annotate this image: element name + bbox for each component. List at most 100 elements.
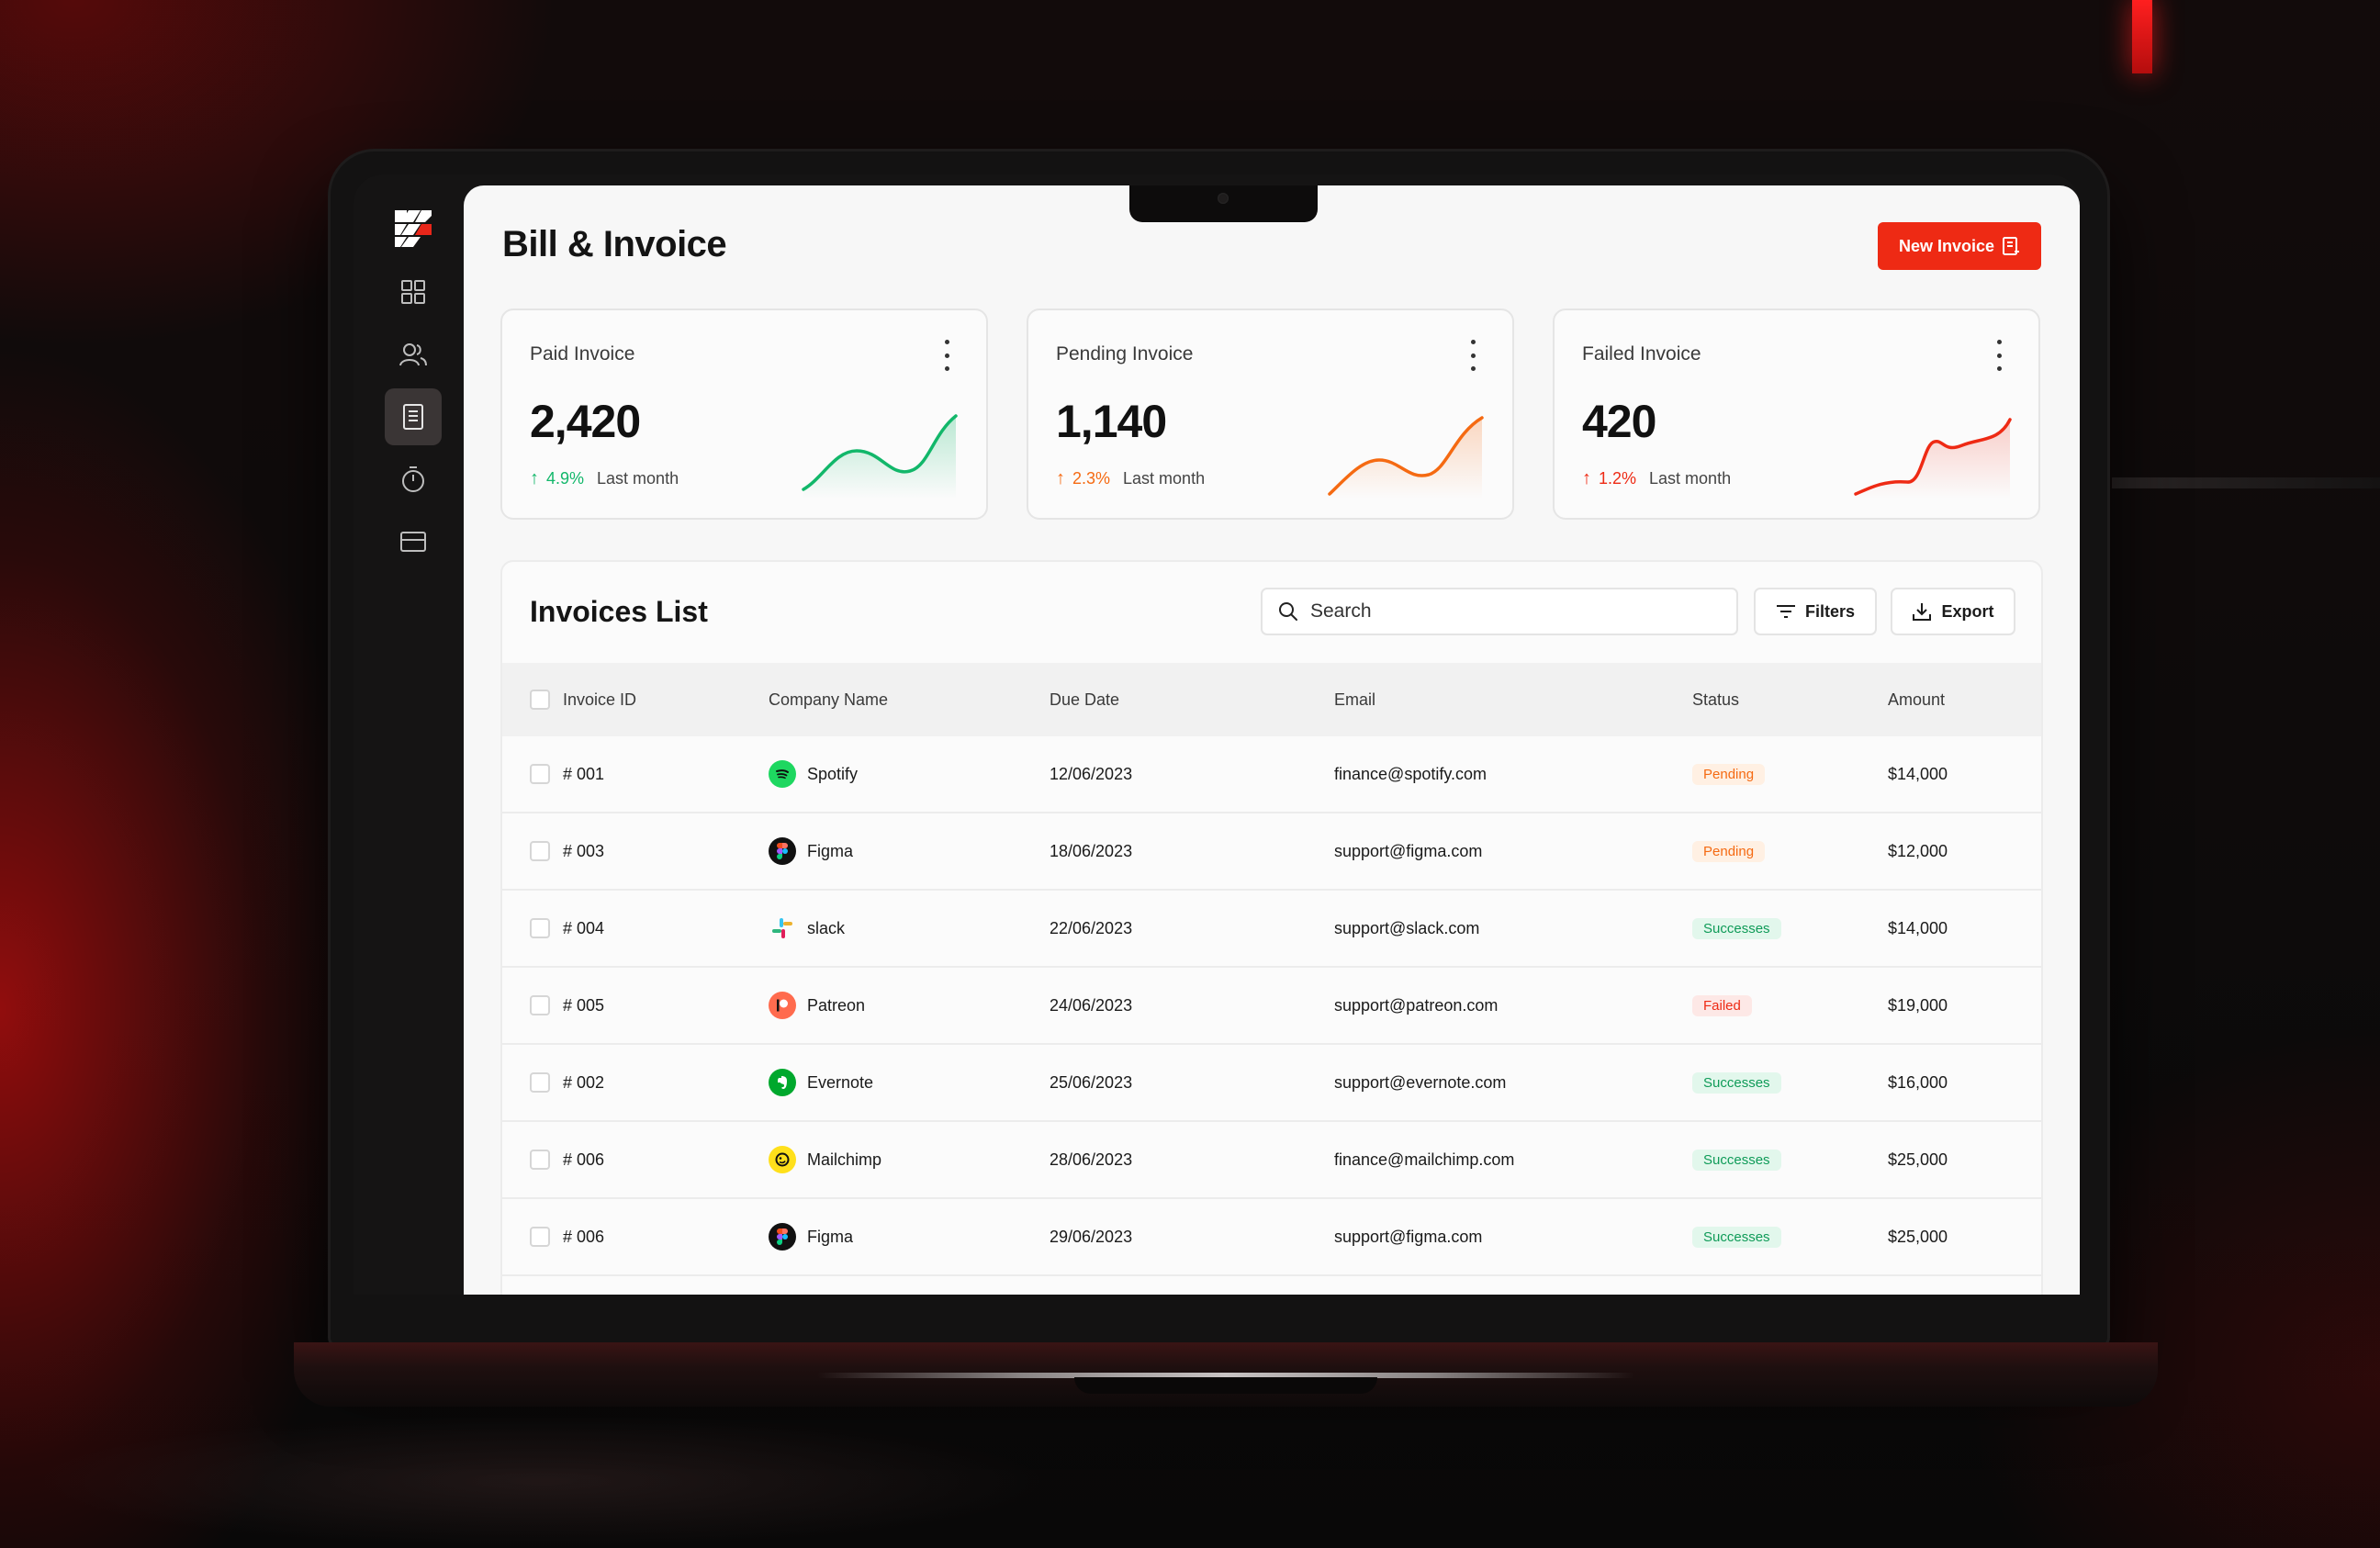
laptop-base-notch — [1074, 1377, 1377, 1394]
more-options-icon[interactable] — [942, 340, 951, 371]
status-cell: Successes — [1692, 1122, 1781, 1197]
column-header-company[interactable]: Company Name — [769, 690, 889, 709]
row-checkbox[interactable] — [530, 995, 550, 1015]
row-select-cell — [530, 1045, 550, 1120]
trend-percent: 1.2% — [1599, 469, 1637, 488]
stat-trend: ↑ 4.9% Last month — [530, 468, 679, 489]
email: support@slack.com — [1334, 918, 1480, 937]
export-button[interactable]: Export — [1891, 588, 2015, 635]
row-checkbox[interactable] — [530, 1227, 550, 1247]
email: support@figma.com — [1334, 1227, 1483, 1246]
amount: $25,000 — [1888, 1150, 1948, 1169]
more-options-icon[interactable] — [1994, 340, 2004, 371]
search-box[interactable] — [1261, 588, 1738, 635]
page-title: Bill & Invoice — [502, 224, 727, 264]
company-logo-icon — [769, 837, 796, 865]
email: support@figma.com — [1334, 841, 1483, 860]
company-name: Patreon — [807, 995, 866, 1015]
failed-sparkline — [1854, 418, 2012, 499]
floor-reflection — [37, 1414, 1047, 1548]
pending-invoice-card: Pending Invoice 1,140 ↑ 2.3% Last month — [1027, 308, 1514, 520]
due-date: 12/06/2023 — [1050, 764, 1133, 783]
table-row[interactable]: # 006 Figma 29/06/2023 support@figma.com Suc… — [502, 1199, 2041, 1276]
laptop-base-highlight — [817, 1373, 1634, 1378]
email: finance@spotify.com — [1334, 764, 1488, 783]
stat-label: Failed Invoice — [1582, 343, 1701, 365]
company-name: Figma — [807, 1227, 854, 1246]
trend-percent: 4.9% — [546, 469, 585, 488]
table-row[interactable]: # 006 Mailchimp 28/06/2023 finance@mailchim… — [502, 1122, 2041, 1199]
new-invoice-button[interactable]: New Invoice — [1878, 222, 2041, 270]
row-checkbox[interactable] — [530, 918, 550, 938]
row-checkbox[interactable] — [530, 1072, 550, 1093]
table-row[interactable]: # 003 Figma 18/06/2023 support@figma.com Pen… — [502, 813, 2041, 891]
stat-label: Paid Invoice — [530, 343, 635, 365]
paid-sparkline — [802, 414, 958, 499]
row-checkbox[interactable] — [530, 841, 550, 861]
status-cell: Successes — [1692, 891, 1781, 966]
invoice-add-icon — [2003, 237, 2020, 255]
company-logo-icon — [769, 1146, 796, 1173]
stat-trend: ↑ 1.2% Last month — [1582, 468, 1731, 489]
grid-icon — [401, 280, 425, 304]
laptop-screen: Bill & Invoice New Invoice Paid Invoice … — [354, 174, 2080, 1295]
row-checkbox[interactable] — [530, 1150, 550, 1170]
column-header-amount[interactable]: Amount — [1888, 690, 1946, 709]
sidebar-item-dashboard[interactable] — [385, 264, 442, 320]
main-content: Bill & Invoice New Invoice Paid Invoice … — [464, 185, 2080, 1295]
row-checkbox[interactable] — [530, 764, 550, 784]
sidebar-item-users[interactable] — [385, 326, 442, 383]
stat-value: 2,420 — [530, 396, 641, 447]
column-header-email[interactable]: Email — [1334, 690, 1376, 709]
status-cell: Successes — [1692, 1045, 1781, 1120]
sidebar — [354, 174, 464, 1295]
email: finance@mailchimp.com — [1334, 1150, 1515, 1169]
due-date: 24/06/2023 — [1050, 995, 1133, 1015]
company-name: Figma — [807, 841, 854, 860]
search-input[interactable] — [1310, 600, 1714, 623]
invoice-id: # 003 — [563, 841, 605, 860]
table-row[interactable]: # 001 Spotify 12/06/2023 finance@spotify.co… — [502, 736, 2041, 813]
status-badge: Failed — [1692, 994, 1752, 1016]
red-light-strip — [2132, 0, 2152, 73]
status-badge: Successes — [1692, 1226, 1781, 1248]
status-cell: Pending — [1692, 736, 1766, 812]
sidebar-item-cards[interactable] — [385, 513, 442, 570]
select-all-checkbox[interactable] — [530, 690, 550, 710]
figma-icon — [777, 1228, 788, 1245]
column-header-status[interactable]: Status — [1692, 690, 1740, 709]
table-row[interactable]: # 004 slack 22/06/2023 support@slack.com Suc… — [502, 891, 2041, 968]
download-icon — [1913, 603, 1932, 621]
column-header-due-date[interactable]: Due Date — [1050, 690, 1120, 709]
stat-value: 420 — [1582, 396, 1656, 447]
status-cell: Successes — [1692, 1199, 1781, 1274]
invoice-id: # 002 — [563, 1072, 605, 1092]
amount: $25,000 — [1888, 1227, 1948, 1246]
row-select-cell — [530, 813, 550, 889]
invoice-id: # 005 — [563, 995, 605, 1015]
row-select-cell — [530, 1122, 550, 1197]
row-select-cell — [530, 736, 550, 812]
trend-up-icon: ↑ — [530, 468, 539, 488]
amount: $16,000 — [1888, 1072, 1948, 1092]
trend-percent: 2.3% — [1072, 469, 1111, 488]
company-logo-icon — [769, 992, 796, 1019]
sidebar-item-invoices[interactable] — [385, 388, 442, 445]
more-options-icon[interactable] — [1468, 340, 1477, 371]
document-icon — [403, 404, 423, 430]
due-date: 25/06/2023 — [1050, 1072, 1133, 1092]
table-row[interactable]: # 005 Patreon 24/06/2023 support@patreon.co… — [502, 968, 2041, 1045]
sidebar-item-timer[interactable] — [385, 451, 442, 508]
pending-sparkline — [1328, 416, 1484, 499]
filters-button[interactable]: Filters — [1754, 588, 1877, 635]
camera-notch — [1129, 185, 1318, 222]
table-row[interactable]: # 002 Evernote 25/06/2023 support@evernote.… — [502, 1045, 2041, 1122]
company-cell: Mailchimp — [769, 1122, 881, 1197]
brand-logo-icon[interactable] — [393, 208, 433, 249]
company-logo-icon — [769, 1223, 796, 1251]
status-cell: Failed — [1692, 968, 1752, 1043]
paid-invoice-card: Paid Invoice 2,420 ↑ 4.9% Last month — [500, 308, 988, 520]
company-cell: Figma — [769, 813, 853, 889]
company-cell: slack — [769, 891, 845, 966]
column-header-invoice-id[interactable]: Invoice ID — [563, 690, 637, 709]
